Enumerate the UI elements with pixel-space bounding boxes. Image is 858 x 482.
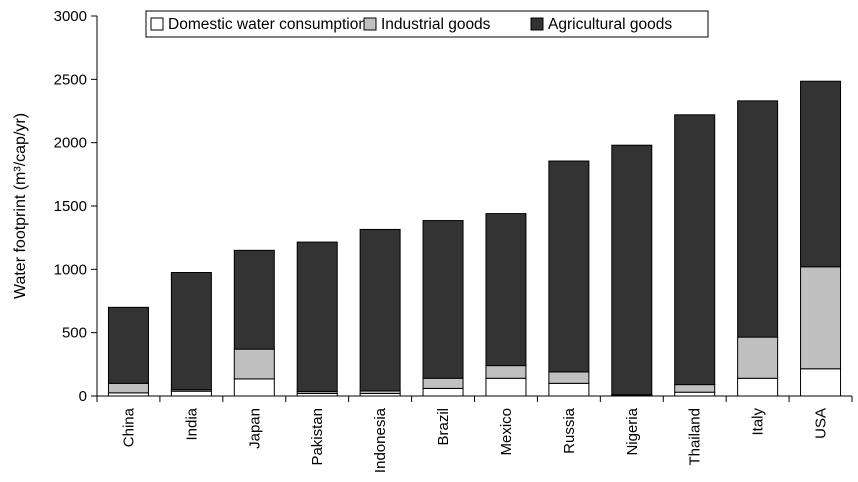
x-tick-label: China [120,407,137,447]
legend-swatch [363,17,377,31]
bar-segment-industrial [548,371,590,384]
bar-segment-industrial [800,266,842,370]
y-tick-label: 2500 [54,71,87,88]
x-tick-label: Mexico [498,408,515,456]
bar-segment-agricultural [611,144,653,396]
bar-segment-domestic [233,378,275,397]
bar-segment-agricultural [674,114,716,386]
x-axis: China India Japan Pakistan Indonesia Brazil Me… [96,395,853,473]
x-tick-label: Nigeria [624,407,641,455]
bars [107,80,842,397]
y-tick-label: 2000 [54,135,87,152]
legend-label: Domestic water consumption [168,16,367,33]
y-tick-label: 500 [62,325,87,342]
bar-segment-domestic [548,382,590,397]
bar-segment-agricultural [233,249,275,350]
x-tick-label: Russia [561,407,578,454]
y-axis-label: Water footprint (m³/cap/yr) [12,113,29,299]
x-tick-label: Brazil [435,408,452,446]
legend: Domestic water consumption Industrial goo… [145,10,709,38]
y-tick-label: 1000 [54,261,87,278]
x-tick-label: Italy [750,408,767,436]
bar-segment-domestic [674,391,716,397]
x-tick-label: USA [813,408,830,439]
bar-segment-industrial [737,336,779,379]
bar-segment-industrial [674,384,716,393]
bar-segment-industrial [233,348,275,380]
legend-box [145,10,709,38]
x-tick-label: Pakistan [309,408,326,466]
legend-label: Industrial goods [381,16,491,33]
bar-segment-agricultural [485,213,527,367]
bar-segment-agricultural [737,100,779,338]
bar-segment-domestic [170,390,212,397]
bar-segment-agricultural [107,306,149,384]
legend-swatch [150,17,164,31]
legend-swatch [530,17,544,31]
bar-segment-domestic [422,387,464,397]
legend-label: Agricultural goods [548,16,672,33]
bar-segment-domestic [485,377,527,397]
bar-segment-agricultural [359,228,401,392]
bar-segment-domestic [800,368,842,397]
bar-segment-agricultural [296,241,338,393]
bar-segment-agricultural [422,220,464,379]
bar-segment-domestic [737,377,779,397]
x-tick-label: Indonesia [372,407,389,473]
y-tick-label: 0 [79,388,87,405]
bar-segment-agricultural [170,272,212,391]
bar-segment-agricultural [800,80,842,268]
bar-segment-industrial [107,382,149,394]
x-tick-label: Thailand [687,408,704,466]
bar-segment-industrial [485,365,527,379]
x-tick-label: Japan [246,408,263,449]
y-tick-label: 3000 [54,8,87,25]
y-axis: 0 500 1000 1500 2000 2500 3000 [54,8,98,405]
bar-segment-industrial [422,377,464,389]
bar-segment-agricultural [548,160,590,373]
x-tick-label: India [183,407,200,440]
y-tick-label: 1500 [54,198,87,215]
